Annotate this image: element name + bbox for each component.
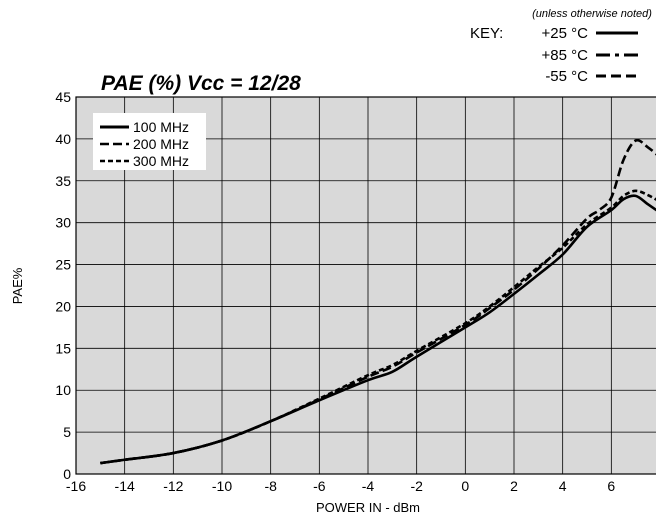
x-tick-label-11: 6 [607,478,615,494]
temp-key-85c: +85 °C [542,47,589,64]
series-line-200mhz [100,138,656,465]
series-line-300mhz [100,189,656,465]
legend: 100 MHz 200 MHz 300 MHz [93,113,206,170]
x-tick-label-2: -12 [163,478,183,494]
chart-title: PAE (%) Vcc = 12/28 [101,72,301,95]
y-tick-labels: 0 5 10 15 20 25 30 35 40 45 [55,89,71,482]
legend-label-300mhz: 300 MHz [133,153,189,169]
temp-key-minus55c: -55 °C [545,68,588,85]
x-tick-label-8: 0 [461,478,469,494]
legend-label-200mhz: 200 MHz [133,136,189,152]
legend-label-100mhz: 100 MHz [133,119,189,135]
plot-frame [75,96,656,475]
y-tick-label-7: 35 [55,173,71,189]
series-lines [100,138,656,465]
y-tick-label-1: 5 [63,424,71,440]
temperature-key: +25 °C +85 °C -55 °C [542,25,638,85]
y-tick-label-9: 45 [55,89,71,105]
y-tick-label-3: 15 [55,340,71,356]
chart-note: (unless otherwise noted) [532,8,652,20]
x-tick-label-4: -8 [264,478,277,494]
x-tick-label-1: -14 [115,478,135,494]
x-tick-label-10: 4 [559,478,567,494]
x-tick-label-9: 2 [510,478,518,494]
y-tick-label-4: 20 [55,298,71,314]
y-tick-label-5: 25 [55,257,71,273]
temp-key-25c: +25 °C [542,25,589,42]
key-label: KEY: [470,25,503,42]
x-tick-labels: -16-14-12-10-8-6-4-202468 [66,478,616,494]
y-tick-label-2: 10 [55,382,71,398]
x-tick-label-3: -10 [212,478,232,494]
y-tick-label-0: 0 [63,466,71,482]
y-axis-label: PAE% [10,267,25,304]
x-tick-label-5: -6 [313,478,326,494]
y-tick-label-8: 40 [55,131,71,147]
x-tick-label-7: -2 [410,478,423,494]
x-tick-label-0: -16 [66,478,86,494]
x-axis-label: POWER IN - dBm [316,500,420,515]
y-tick-label-6: 30 [55,215,71,231]
x-tick-label-6: -4 [362,478,375,494]
